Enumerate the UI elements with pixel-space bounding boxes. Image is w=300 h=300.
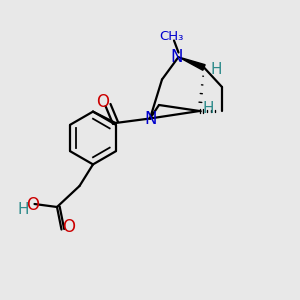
Polygon shape bbox=[178, 57, 205, 70]
Text: O: O bbox=[96, 93, 109, 111]
Text: N: N bbox=[171, 48, 183, 66]
Text: H: H bbox=[210, 61, 222, 76]
Text: O: O bbox=[26, 196, 40, 214]
Text: O: O bbox=[62, 218, 76, 236]
Text: H: H bbox=[17, 202, 29, 217]
Text: H: H bbox=[203, 101, 214, 116]
Text: CH₃: CH₃ bbox=[159, 29, 183, 43]
Text: N: N bbox=[145, 110, 157, 128]
